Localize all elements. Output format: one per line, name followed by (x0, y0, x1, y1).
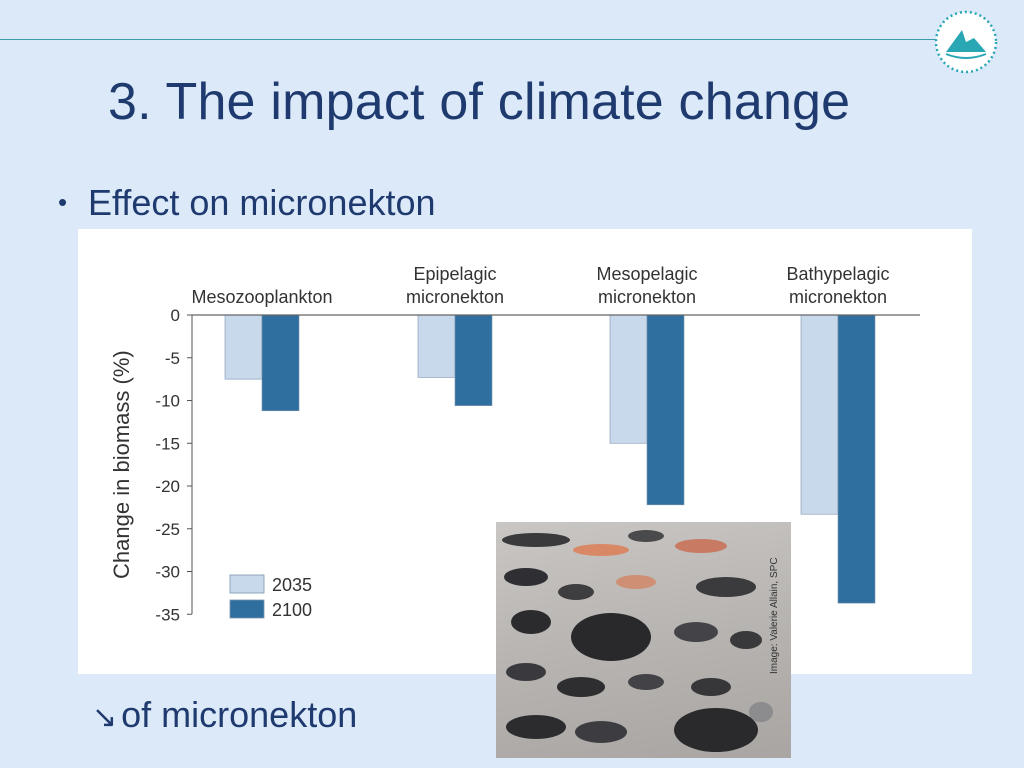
bar-2035-0 (224, 314, 263, 380)
y-tick-label: -35 (155, 605, 180, 624)
down-right-arrow-icon: ↘ (92, 701, 118, 734)
category-label: Bathypelagic (786, 264, 889, 284)
y-tick-label: -5 (165, 349, 180, 368)
bar-2035-3 (800, 314, 839, 515)
y-tick-label: 0 (171, 306, 180, 325)
bar-2100-3 (837, 314, 876, 604)
fish-specimens-image (502, 530, 773, 752)
organisation-logo-icon (934, 10, 998, 74)
category-label: micronekton (789, 287, 887, 307)
footer-statement: ↘ of micronekton (92, 694, 357, 736)
bar-2100-2 (646, 314, 685, 506)
bar-2035-2 (609, 314, 648, 444)
legend-swatch-2035 (229, 574, 265, 594)
bar-2100-1 (454, 314, 493, 406)
y-tick-label: -10 (155, 392, 180, 411)
photo-credit: Image: Valerie Allain, SPC (769, 557, 780, 674)
y-tick-label: -30 (155, 563, 180, 582)
legend-label: 2100 (272, 600, 312, 620)
y-tick-label: -25 (155, 520, 180, 539)
footer-statement-text: of micronekton (121, 694, 358, 735)
category-label: micronekton (598, 287, 696, 307)
category-label: Mesopelagic (596, 264, 697, 284)
bullet-item: • Effect on micronekton (58, 182, 436, 224)
y-axis-title: Change in biomass (%) (109, 350, 134, 579)
top-divider-line (0, 39, 935, 40)
biomass-bar-chart: 0 -5 -10 -15 -20 -25 -30 -35 Change in biomass (… (109, 264, 920, 624)
category-label: Epipelagic (413, 264, 496, 284)
bar-2035-1 (417, 314, 456, 378)
y-tick-label: -15 (155, 434, 180, 453)
micronekton-photo (496, 522, 791, 758)
legend-label: 2035 (272, 575, 312, 595)
legend-swatch-2100 (229, 599, 265, 619)
slide-title: 3. The impact of climate change (108, 73, 851, 131)
bar-2100-0 (261, 314, 300, 412)
category-label: micronekton (406, 287, 504, 307)
bullet-marker: • (58, 187, 68, 217)
y-tick-label: -20 (155, 477, 180, 496)
bullet-text: Effect on micronekton (88, 182, 436, 223)
category-label: Mesozooplankton (191, 287, 332, 307)
